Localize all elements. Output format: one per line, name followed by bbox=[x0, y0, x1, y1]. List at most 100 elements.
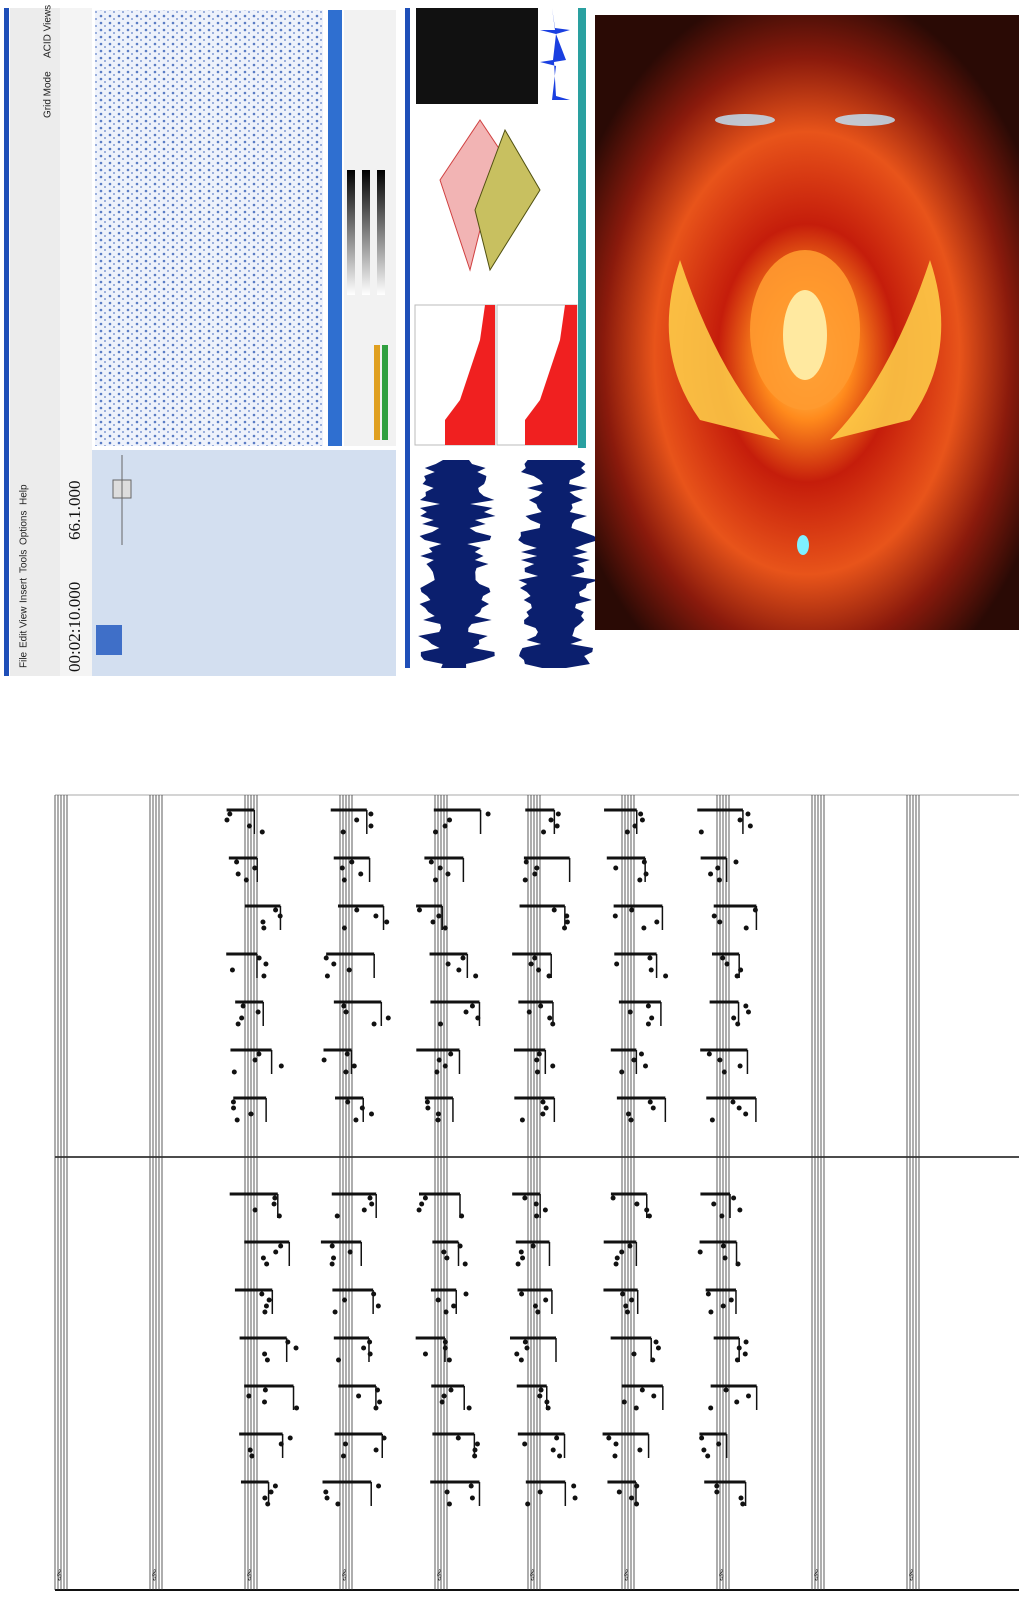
note-head bbox=[645, 1021, 651, 1027]
note-head bbox=[633, 1405, 639, 1411]
note-head bbox=[353, 1117, 359, 1123]
note-head bbox=[641, 925, 647, 931]
note-head bbox=[371, 1291, 377, 1297]
note-head bbox=[334, 1213, 340, 1219]
note-head bbox=[717, 919, 723, 925]
note-head bbox=[736, 1345, 742, 1351]
note-head bbox=[416, 1207, 422, 1213]
note-head bbox=[276, 1213, 282, 1219]
note-head bbox=[532, 1303, 538, 1309]
note-head bbox=[446, 1357, 452, 1363]
note-head bbox=[709, 1117, 715, 1123]
menu-item[interactable]: Edit bbox=[19, 631, 30, 648]
note-head bbox=[469, 1003, 475, 1009]
histogram bbox=[525, 305, 577, 445]
note-head bbox=[448, 1051, 454, 1057]
surface-plot bbox=[474, 128, 541, 272]
note-head bbox=[639, 817, 645, 823]
note-head bbox=[324, 973, 330, 979]
note-head bbox=[428, 859, 434, 865]
note-head bbox=[648, 967, 654, 973]
note-head bbox=[716, 877, 722, 883]
menu-item[interactable]: View bbox=[19, 606, 30, 628]
note-head bbox=[261, 1399, 267, 1405]
note-head bbox=[514, 1351, 520, 1357]
note-head bbox=[229, 967, 235, 973]
toolbar-button[interactable]: Grid Mode bbox=[43, 71, 54, 118]
note-head bbox=[468, 1483, 474, 1489]
note-head bbox=[422, 1195, 428, 1201]
fractal-core bbox=[783, 290, 827, 380]
meter bbox=[377, 170, 385, 295]
note-head bbox=[439, 1399, 445, 1405]
note-head bbox=[538, 1387, 544, 1393]
note-head bbox=[621, 1399, 627, 1405]
menu-item[interactable]: Options bbox=[19, 511, 30, 545]
note-head bbox=[371, 1021, 377, 1027]
note-head bbox=[557, 1453, 563, 1459]
menu-item[interactable]: Tools bbox=[19, 550, 30, 573]
note-head bbox=[381, 1435, 387, 1441]
note-head bbox=[720, 1243, 726, 1249]
note-head bbox=[375, 1303, 381, 1309]
note-head bbox=[562, 925, 568, 931]
note-head bbox=[547, 1015, 553, 1021]
note-head bbox=[437, 865, 443, 871]
note-head bbox=[623, 1303, 629, 1309]
note-head bbox=[329, 1243, 335, 1249]
note-head bbox=[738, 1495, 744, 1501]
note-head bbox=[369, 1111, 375, 1117]
note-head bbox=[724, 961, 730, 967]
note-head bbox=[459, 1213, 465, 1219]
note-head bbox=[629, 1297, 635, 1303]
note-head bbox=[472, 1453, 478, 1459]
note-head bbox=[433, 877, 439, 883]
note-head bbox=[285, 1339, 291, 1345]
note-head bbox=[610, 1195, 616, 1201]
note-head bbox=[377, 1399, 383, 1405]
note-head bbox=[354, 817, 360, 823]
note-head bbox=[455, 1435, 461, 1441]
menu-item[interactable]: Insert bbox=[19, 578, 30, 603]
note-head bbox=[359, 1105, 365, 1111]
note-head bbox=[376, 1483, 382, 1489]
note-head bbox=[651, 1393, 657, 1399]
note-head bbox=[341, 877, 347, 883]
note-head bbox=[367, 1351, 373, 1357]
note-head bbox=[743, 925, 749, 931]
note-head bbox=[647, 1099, 653, 1105]
note-head bbox=[430, 919, 436, 925]
note-head bbox=[329, 1261, 335, 1267]
note-head bbox=[737, 1063, 743, 1069]
note-head bbox=[715, 865, 721, 871]
note-head bbox=[342, 1297, 348, 1303]
note-head bbox=[264, 1261, 270, 1267]
note-head bbox=[522, 1441, 528, 1447]
note-head bbox=[425, 1105, 431, 1111]
menu-item[interactable]: File bbox=[19, 651, 30, 668]
toolbar bbox=[10, 8, 60, 676]
note-head bbox=[252, 1207, 258, 1213]
toolbar-button[interactable]: ACID Views bbox=[43, 5, 54, 58]
note-head bbox=[522, 1195, 528, 1201]
note-head bbox=[234, 859, 240, 865]
note-head bbox=[736, 1105, 742, 1111]
clef: 𝄞 bbox=[529, 1569, 535, 1581]
note-head bbox=[331, 961, 337, 967]
menu-item[interactable]: Help bbox=[19, 484, 30, 505]
note-head bbox=[649, 1015, 655, 1021]
note-head bbox=[628, 1117, 634, 1123]
note-head bbox=[705, 1291, 711, 1297]
note-head bbox=[441, 1393, 447, 1399]
note-head bbox=[738, 967, 744, 973]
note-head bbox=[646, 1213, 652, 1219]
score: 𝄞 𝄞 𝄞 𝄞 𝄞 𝄞 𝄞 𝄞 𝄞 𝄞 bbox=[54, 794, 1019, 1591]
note-head bbox=[624, 829, 630, 835]
note-head bbox=[264, 1357, 270, 1363]
clef: 𝄞 bbox=[56, 1569, 62, 1581]
note-head bbox=[743, 1339, 749, 1345]
note-head bbox=[535, 1309, 541, 1315]
note-head bbox=[287, 1435, 293, 1441]
note-head bbox=[248, 1111, 254, 1117]
note-head bbox=[629, 907, 635, 913]
